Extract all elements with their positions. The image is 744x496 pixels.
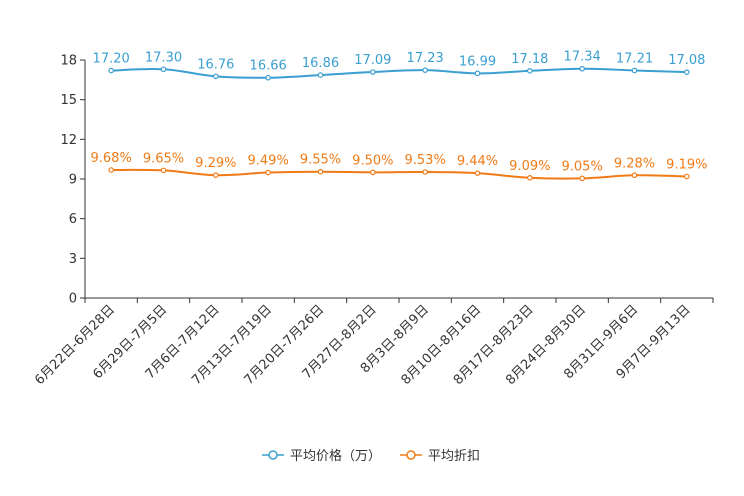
y-tick-label: 6	[69, 212, 77, 227]
axes-layer: 03691215186月22日-6月28日6月29日-7月5日7月6日-7月12…	[32, 54, 714, 388]
data-point	[265, 74, 271, 81]
data-label: 17.18	[511, 52, 548, 67]
data-label: 9.50%	[352, 153, 393, 168]
data-label: 9.09%	[509, 159, 550, 174]
data-labels-layer: 17.20 17.30 16.76 16.66 16.86 17.09 17.23 16.99…	[91, 50, 708, 175]
data-label: 17.23	[407, 51, 444, 66]
data-point	[474, 70, 481, 77]
data-label: 17.08	[668, 53, 705, 68]
data-label: 16.86	[302, 56, 339, 71]
data-label: 17.09	[354, 53, 391, 68]
data-point	[684, 173, 690, 180]
data-label: 9.68%	[91, 151, 132, 166]
data-point	[474, 170, 481, 176]
legend[interactable]: 平均价格（万） 平均折扣	[262, 448, 480, 464]
legend-label: 平均价格（万）	[290, 448, 381, 464]
data-label: 9.05%	[562, 159, 603, 174]
data-label: 16.76	[197, 57, 234, 72]
y-tick-label: 9	[69, 173, 77, 188]
series-layer	[108, 65, 690, 182]
data-point	[213, 172, 219, 178]
data-point	[631, 67, 638, 74]
y-tick-label: 12	[60, 133, 77, 148]
data-point	[265, 169, 271, 176]
data-point	[684, 69, 690, 75]
data-point	[422, 67, 428, 73]
data-point	[579, 65, 585, 72]
data-point	[370, 69, 376, 75]
data-label: 17.34	[564, 50, 601, 65]
data-label: 9.53%	[405, 153, 446, 168]
data-point	[317, 72, 324, 78]
data-point	[422, 169, 428, 175]
data-label: 17.30	[145, 50, 182, 65]
data-label: 17.21	[616, 51, 653, 66]
y-tick-label: 0	[69, 292, 77, 307]
legend-item[interactable]: 平均折扣	[400, 449, 480, 464]
data-label: 9.29%	[195, 156, 236, 171]
data-point	[213, 73, 219, 80]
data-point	[317, 168, 324, 175]
series-line	[111, 168, 687, 180]
series-line	[111, 67, 687, 79]
data-point	[370, 169, 376, 176]
legend-label: 平均折扣	[428, 449, 480, 464]
data-label: 9.44%	[457, 154, 498, 169]
legend-marker-icon	[268, 450, 278, 460]
data-point	[579, 175, 585, 182]
data-point	[160, 167, 167, 174]
legend-marker-icon	[406, 450, 416, 460]
data-label: 9.28%	[614, 156, 655, 171]
data-point	[527, 175, 533, 181]
data-point	[160, 66, 167, 73]
legend-item[interactable]: 平均价格（万）	[262, 448, 381, 464]
data-label: 9.55%	[300, 153, 341, 168]
data-point	[631, 172, 638, 179]
data-label: 9.19%	[666, 157, 707, 172]
data-label: 9.65%	[143, 151, 184, 166]
y-tick-label: 3	[69, 252, 77, 267]
data-label: 16.99	[459, 54, 496, 69]
data-label: 17.20	[93, 52, 130, 67]
y-tick-label: 18	[60, 54, 77, 69]
data-point	[108, 67, 114, 74]
data-label: 9.49%	[248, 154, 289, 169]
y-tick-label: 15	[60, 93, 77, 108]
data-point	[527, 68, 533, 74]
data-label: 16.66	[250, 59, 287, 74]
data-point	[108, 167, 114, 173]
